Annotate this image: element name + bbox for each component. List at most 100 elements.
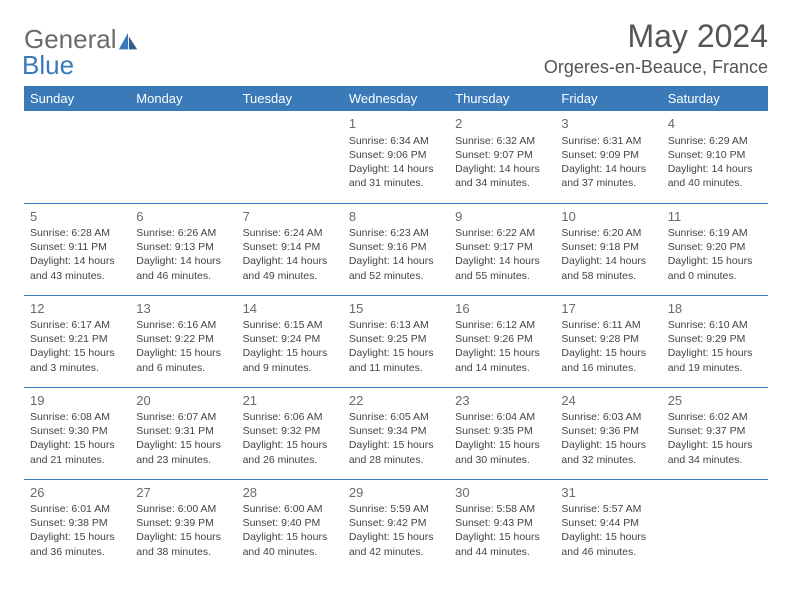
day-cell: 10Sunrise: 6:20 AMSunset: 9:18 PMDayligh… [555,203,661,295]
daylight-line: Daylight: 15 hours and 23 minutes. [136,438,230,466]
sunset-line: Sunset: 9:06 PM [349,148,443,162]
daylight-line: Daylight: 15 hours and 44 minutes. [455,530,549,558]
sunrise-line: Sunrise: 6:12 AM [455,318,549,332]
day-cell: 30Sunrise: 5:58 AMSunset: 9:43 PMDayligh… [449,479,555,571]
calendar-table: Sunday Monday Tuesday Wednesday Thursday… [24,86,768,571]
daylight-line: Daylight: 14 hours and 43 minutes. [30,254,124,282]
day-number: 8 [349,208,443,226]
sunrise-line: Sunrise: 6:05 AM [349,410,443,424]
month-title: May 2024 [544,18,768,55]
sunrise-line: Sunrise: 6:26 AM [136,226,230,240]
day-number: 27 [136,484,230,502]
daylight-line: Daylight: 14 hours and 49 minutes. [243,254,337,282]
day-cell: 25Sunrise: 6:02 AMSunset: 9:37 PMDayligh… [662,387,768,479]
sunrise-line: Sunrise: 6:02 AM [668,410,762,424]
week-row: 1Sunrise: 6:34 AMSunset: 9:06 PMDaylight… [24,111,768,203]
sunrise-line: Sunrise: 6:01 AM [30,502,124,516]
day-number: 4 [668,115,762,133]
day-number: 5 [30,208,124,226]
sunset-line: Sunset: 9:21 PM [30,332,124,346]
sunrise-line: Sunrise: 5:58 AM [455,502,549,516]
sunrise-line: Sunrise: 6:34 AM [349,134,443,148]
day-number: 20 [136,392,230,410]
day-cell: 24Sunrise: 6:03 AMSunset: 9:36 PMDayligh… [555,387,661,479]
sunrise-line: Sunrise: 6:10 AM [668,318,762,332]
logo-word2: Blue [22,50,74,80]
daylight-line: Daylight: 15 hours and 26 minutes. [243,438,337,466]
sunrise-line: Sunrise: 6:03 AM [561,410,655,424]
sunrise-line: Sunrise: 6:22 AM [455,226,549,240]
sunrise-line: Sunrise: 6:13 AM [349,318,443,332]
sunrise-line: Sunrise: 6:11 AM [561,318,655,332]
day-cell: 3Sunrise: 6:31 AMSunset: 9:09 PMDaylight… [555,111,661,203]
day-number: 31 [561,484,655,502]
sunrise-line: Sunrise: 5:57 AM [561,502,655,516]
day-number: 10 [561,208,655,226]
day-cell: 21Sunrise: 6:06 AMSunset: 9:32 PMDayligh… [237,387,343,479]
sunrise-line: Sunrise: 6:28 AM [30,226,124,240]
sunset-line: Sunset: 9:37 PM [668,424,762,438]
sunrise-line: Sunrise: 6:32 AM [455,134,549,148]
daylight-line: Daylight: 14 hours and 34 minutes. [455,162,549,190]
logo-word2-wrap: Blue [24,50,74,81]
day-number: 12 [30,300,124,318]
sunrise-line: Sunrise: 6:31 AM [561,134,655,148]
sunrise-line: Sunrise: 6:24 AM [243,226,337,240]
sunset-line: Sunset: 9:18 PM [561,240,655,254]
sunset-line: Sunset: 9:20 PM [668,240,762,254]
dh-thu: Thursday [449,86,555,111]
day-number: 3 [561,115,655,133]
sunset-line: Sunset: 9:14 PM [243,240,337,254]
day-number: 22 [349,392,443,410]
sunset-line: Sunset: 9:34 PM [349,424,443,438]
day-cell: 4Sunrise: 6:29 AMSunset: 9:10 PMDaylight… [662,111,768,203]
sunset-line: Sunset: 9:32 PM [243,424,337,438]
sunset-line: Sunset: 9:24 PM [243,332,337,346]
daylight-line: Daylight: 14 hours and 52 minutes. [349,254,443,282]
day-cell: 20Sunrise: 6:07 AMSunset: 9:31 PMDayligh… [130,387,236,479]
sunset-line: Sunset: 9:44 PM [561,516,655,530]
day-cell: 27Sunrise: 6:00 AMSunset: 9:39 PMDayligh… [130,479,236,571]
sunset-line: Sunset: 9:39 PM [136,516,230,530]
day-number: 30 [455,484,549,502]
day-cell: 6Sunrise: 6:26 AMSunset: 9:13 PMDaylight… [130,203,236,295]
day-cell: 8Sunrise: 6:23 AMSunset: 9:16 PMDaylight… [343,203,449,295]
sunrise-line: Sunrise: 6:17 AM [30,318,124,332]
day-number: 11 [668,208,762,226]
day-number: 29 [349,484,443,502]
week-row: 5Sunrise: 6:28 AMSunset: 9:11 PMDaylight… [24,203,768,295]
sunset-line: Sunset: 9:30 PM [30,424,124,438]
day-number: 16 [455,300,549,318]
daylight-line: Daylight: 14 hours and 58 minutes. [561,254,655,282]
day-cell: 22Sunrise: 6:05 AMSunset: 9:34 PMDayligh… [343,387,449,479]
day-cell: 15Sunrise: 6:13 AMSunset: 9:25 PMDayligh… [343,295,449,387]
day-number: 21 [243,392,337,410]
daylight-line: Daylight: 15 hours and 38 minutes. [136,530,230,558]
day-cell: 14Sunrise: 6:15 AMSunset: 9:24 PMDayligh… [237,295,343,387]
sunset-line: Sunset: 9:09 PM [561,148,655,162]
day-number: 28 [243,484,337,502]
day-cell: 17Sunrise: 6:11 AMSunset: 9:28 PMDayligh… [555,295,661,387]
sunset-line: Sunset: 9:11 PM [30,240,124,254]
day-cell: 11Sunrise: 6:19 AMSunset: 9:20 PMDayligh… [662,203,768,295]
sunrise-line: Sunrise: 5:59 AM [349,502,443,516]
day-cell: 18Sunrise: 6:10 AMSunset: 9:29 PMDayligh… [662,295,768,387]
daylight-line: Daylight: 15 hours and 0 minutes. [668,254,762,282]
sunset-line: Sunset: 9:35 PM [455,424,549,438]
day-cell [24,111,130,203]
sunrise-line: Sunrise: 6:20 AM [561,226,655,240]
daylight-line: Daylight: 15 hours and 28 minutes. [349,438,443,466]
header: General May 2024 Orgeres-en-Beauce, Fran… [24,18,768,78]
daylight-line: Daylight: 15 hours and 6 minutes. [136,346,230,374]
day-cell: 12Sunrise: 6:17 AMSunset: 9:21 PMDayligh… [24,295,130,387]
daylight-line: Daylight: 15 hours and 40 minutes. [243,530,337,558]
sunset-line: Sunset: 9:42 PM [349,516,443,530]
day-cell: 28Sunrise: 6:00 AMSunset: 9:40 PMDayligh… [237,479,343,571]
week-row: 12Sunrise: 6:17 AMSunset: 9:21 PM Dayligh… [24,295,768,387]
day-number: 14 [243,300,337,318]
daylight-line: Daylight: 15 hours and 19 minutes. [668,346,762,374]
day-cell: 5Sunrise: 6:28 AMSunset: 9:11 PMDaylight… [24,203,130,295]
day-cell: 29Sunrise: 5:59 AMSunset: 9:42 PMDayligh… [343,479,449,571]
daylight-line: Daylight: 15 hours and 14 minutes. [455,346,549,374]
sunrise-line: Sunrise: 6:15 AM [243,318,337,332]
